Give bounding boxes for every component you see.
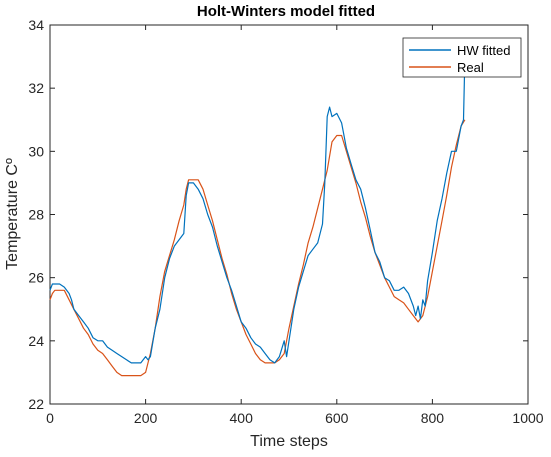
legend-label-real: Real <box>457 60 484 75</box>
series-layer <box>49 56 466 377</box>
x-tick-label: 1000 <box>512 410 543 426</box>
y-tick-label: 26 <box>28 270 44 286</box>
x-axis-label: Time steps <box>250 433 328 450</box>
series-line-real <box>49 119 466 377</box>
y-axis-label: Temperature Cº <box>4 158 21 270</box>
legend-box <box>402 37 522 78</box>
chart-title: Holt-Winters model fitted <box>197 3 375 20</box>
y-tick-label: 34 <box>28 17 44 33</box>
legend: HW fitted Real <box>402 37 522 78</box>
x-tick-label: 600 <box>325 410 349 426</box>
y-tick-label: 24 <box>28 333 44 349</box>
x-tick-label: 0 <box>46 410 54 426</box>
x-tick-label: 800 <box>421 410 445 426</box>
y-tick-label: 28 <box>28 207 44 223</box>
y-tick-label: 30 <box>28 143 44 159</box>
x-tick-label: 200 <box>134 410 158 426</box>
y-tick-label: 22 <box>28 396 44 412</box>
y-tick-label: 32 <box>28 80 44 96</box>
plot-area <box>49 24 529 405</box>
y-axis: 22 24 26 28 30 32 34 <box>28 17 528 412</box>
x-tick-label: 400 <box>230 410 254 426</box>
series-line-hw-fitted <box>49 56 466 364</box>
legend-label-hw-fitted: HW fitted <box>457 43 510 58</box>
x-axis: 0 200 400 600 800 1000 <box>46 25 544 426</box>
